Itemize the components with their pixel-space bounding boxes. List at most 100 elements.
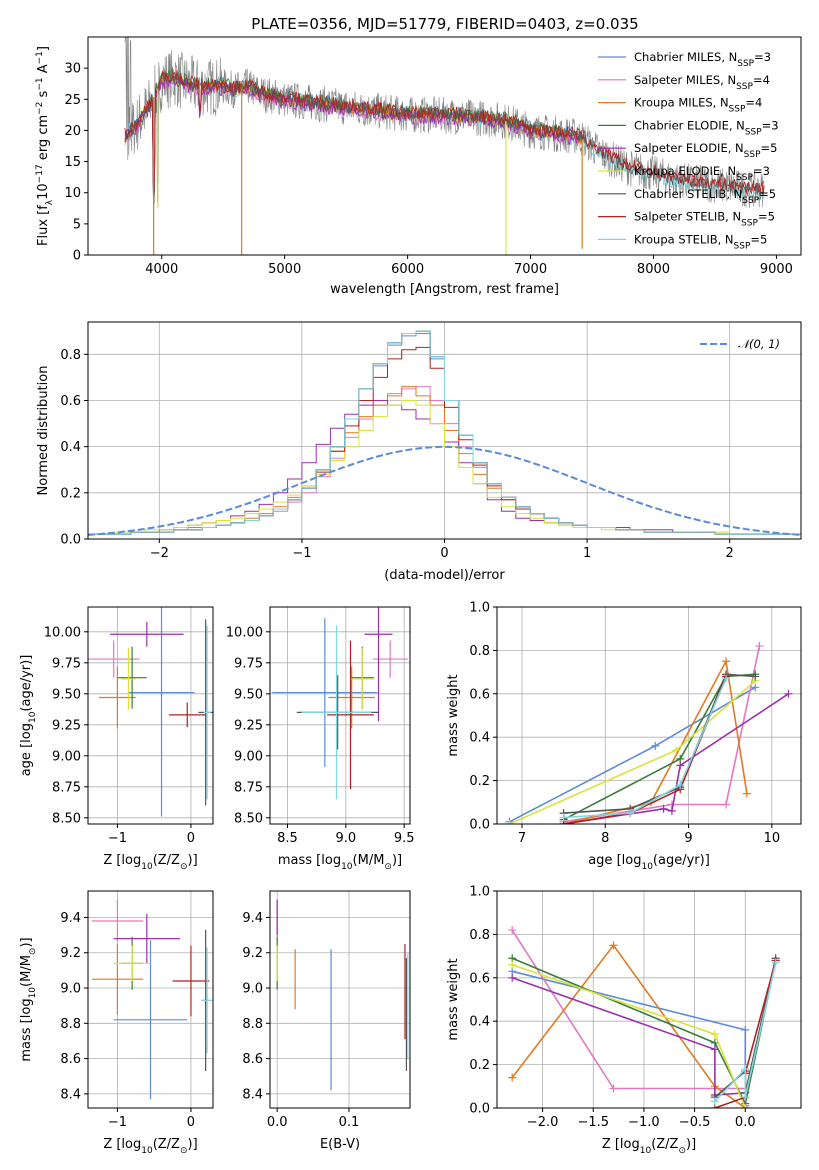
x-tick-label: 7	[518, 831, 526, 846]
y-tick-label: 9.50	[52, 687, 81, 702]
x-tick-label: 9000	[760, 262, 793, 277]
errorbar-kroupa_elodie	[113, 945, 151, 981]
plus-marker	[741, 1025, 750, 1034]
histograms	[88, 330, 801, 539]
errorbar-salpeter_stelib	[172, 945, 210, 1017]
y-tick-label: 8.6	[60, 1052, 81, 1067]
y-tick-label: 10.00	[226, 625, 263, 640]
weight-lines	[508, 926, 780, 1108]
weight-lines	[505, 642, 793, 824]
axes-frame	[496, 606, 802, 825]
weight-series-kroupa_miles	[508, 941, 750, 1108]
plus-marker	[676, 780, 685, 789]
y-tick-label: 9.25	[234, 718, 263, 733]
y-tick-label: 0.4	[60, 440, 81, 455]
x-tick-label: −2.0	[527, 1115, 559, 1130]
y-tick-label: 5	[73, 217, 81, 232]
x-axis-label: mass [log10(M/M⊙)]	[278, 853, 402, 872]
age_vs_mass-panel: 8.5 9.0 9.5 8.50 8.75 9.00 9.25 9.50 9.75 10.00 ma…	[226, 606, 415, 872]
y-tick-label: 0.4	[469, 1015, 490, 1030]
errorbar-chabrier_elodie	[117, 646, 147, 709]
weight-line	[512, 970, 747, 1106]
y-tick-label: 0.2	[60, 486, 81, 501]
y-tick-label: 0.0	[60, 533, 81, 548]
y-tick-label: 9.50	[234, 687, 263, 702]
y-axis-label: mass weight	[446, 958, 461, 1040]
spectrum-lines	[124, 37, 765, 255]
y-tick-label: 9.0	[60, 982, 81, 997]
y-tick-label: 8.75	[52, 780, 81, 795]
y-tick-label: 30	[64, 62, 81, 77]
y-tick-label: 0	[73, 249, 81, 264]
y-tick-label: 0.2	[469, 774, 490, 789]
errorbar-salpeter_miles	[91, 899, 144, 943]
x-tick-label: 0.1	[339, 1115, 360, 1130]
legend-entry: Kroupa STELIB, NSSP=5	[634, 232, 767, 251]
weight-line	[511, 964, 747, 1108]
y-tick-label: 10.00	[44, 625, 81, 640]
spectrum-legend: Chabrier MILES, NSSP=3 Salpeter MILES, NS…	[598, 50, 779, 251]
plus-marker	[742, 789, 751, 798]
error-bars	[276, 899, 409, 1091]
x-axis-label: Z [log10(Z/Z⊙)]	[103, 1137, 197, 1156]
errorbar-kroupa_stelib	[201, 947, 213, 1054]
spectrum-panel: 4000 5000 6000 7000 8000 9000 0 5 10 15 20 25 30 wave…	[35, 36, 802, 297]
y-tick-label: 1.0	[469, 601, 490, 616]
y-axis-label: age [log10(age/yr)]	[19, 655, 38, 777]
axes-frame	[87, 606, 214, 825]
y-tick-label: 9.2	[60, 946, 81, 961]
plus-marker	[672, 746, 681, 755]
weight_vs_age-panel: 7 8 9 10 0.0 0.2 0.4 0.6 0.8 1.0 age [log10(age/yr…	[446, 601, 802, 872]
errorbar-salpeter_elodie	[110, 621, 184, 647]
y-tick-label: 1.0	[469, 885, 490, 900]
x-tick-label: 1	[583, 546, 591, 561]
plus-marker	[676, 761, 685, 770]
x-tick-label: 0.0	[267, 1115, 288, 1130]
y-tick-label: 9.75	[234, 656, 263, 671]
x-tick-label: 2	[726, 546, 734, 561]
errorbar-kroupa_stelib	[203, 625, 211, 800]
error-bars	[91, 899, 213, 1100]
x-tick-label: 0.0	[735, 1115, 756, 1130]
plus-marker	[741, 1104, 750, 1108]
y-tick-label: 9.00	[234, 749, 263, 764]
plus-marker	[609, 1084, 618, 1093]
figure-title: PLATE=0356, MJD=51779, FIBERID=0403, z=0…	[251, 15, 638, 33]
y-tick-label: 8.50	[52, 811, 81, 826]
x-tick-label: −1	[108, 831, 127, 846]
weight-series-kroupa_elodie	[505, 676, 760, 824]
weight-series-kroupa_stelib	[559, 674, 731, 822]
y-axis-label: mass [log10(M/M⊙)]	[19, 937, 38, 1061]
errorbar-chabrier_miles	[128, 607, 195, 817]
plus-marker	[508, 973, 517, 982]
x-tick-label: 10	[764, 831, 781, 846]
weight-series-kroupa_elodie	[508, 960, 750, 1108]
plus-marker	[505, 820, 514, 824]
mass_vs_Z-panel: −1 0 8.4 8.6 8.8 9.0 9.2 9.4 Z [log10(Z/Z⊙)] mass…	[19, 890, 214, 1156]
model-spectrum-salpeter_stelib	[124, 70, 765, 194]
weight-series-chabrier_miles	[505, 683, 760, 824]
y-tick-label: 0.8	[469, 644, 490, 659]
plus-marker	[508, 960, 517, 969]
plus-marker	[710, 1045, 719, 1054]
x-tick-label: 0	[187, 1115, 195, 1130]
y-tick-label: 10	[64, 186, 81, 201]
histogram-kroupa_stelib	[88, 330, 801, 539]
weight-series-chabrier_elodie	[559, 670, 760, 824]
errorbar-salpeter_stelib	[168, 702, 206, 728]
errorbar-salpeter_stelib	[327, 640, 374, 790]
y-tick-label: 0.6	[60, 394, 81, 409]
residuals-panel: −2 −1 0 1 2 0.0 0.2 0.4 0.6 0.8 𝒩(0, 1) (data-model…	[36, 321, 802, 583]
axes-frame	[269, 890, 411, 1109]
y-tick-label: 9.4	[242, 911, 263, 926]
plus-marker	[710, 1097, 719, 1106]
y-tick-label: 0.0	[469, 1102, 490, 1117]
y-tick-label: 9.0	[242, 982, 263, 997]
y-axis-label: Flux [fλ10−17 erg cm−2 s−1 A−1]	[35, 46, 55, 246]
legend-entry: Salpeter MILES, NSSP=4	[634, 73, 770, 92]
axes-frame	[87, 890, 214, 1109]
x-tick-label: 9.0	[335, 831, 356, 846]
axes-frame	[87, 36, 802, 256]
plus-marker	[659, 804, 668, 813]
